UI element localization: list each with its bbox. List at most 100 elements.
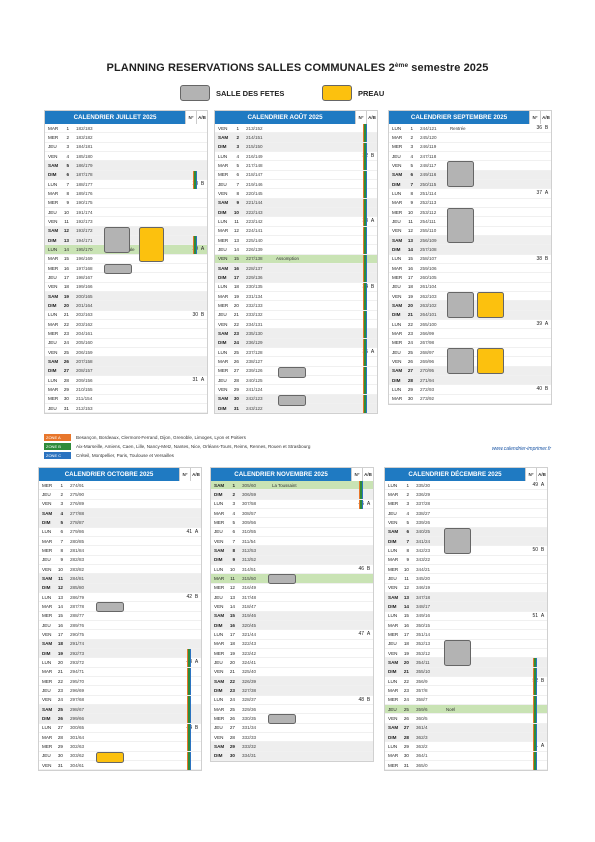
day-row[interactable]: MAR 7 280/85 [39, 537, 201, 547]
day-row[interactable]: DIM 2 306/59 [211, 490, 373, 500]
day-row[interactable]: JEU 21 233/132 [215, 310, 377, 320]
day-row[interactable]: MER 24 358/7 [385, 695, 547, 705]
day-row[interactable]: VEN 10 283/82 [39, 565, 201, 575]
preau-booking[interactable] [139, 226, 164, 262]
day-row[interactable]: LUN 6 279/86 41 A [39, 528, 201, 537]
day-row[interactable]: VEN 14 318/47 [211, 602, 373, 612]
day-row[interactable]: SAM 29 333/32 [211, 742, 373, 752]
day-row[interactable]: MAR 9 343/22 [385, 556, 547, 565]
website-link[interactable]: www.calendrier-imprimer.fr [491, 446, 551, 452]
day-row[interactable]: LUN 24 328/37 48 B [211, 696, 373, 705]
day-row[interactable]: SAM 23 235/130 [215, 329, 377, 339]
day-row[interactable]: DIM 27 208/157 [45, 366, 207, 376]
day-row[interactable]: MER 1 274/91 [39, 481, 201, 491]
day-row[interactable]: JEU 7 219/146 [215, 179, 377, 190]
day-row[interactable]: MAR 5 217/148 [215, 161, 377, 171]
day-row[interactable]: JEU 14 226/139 [215, 245, 377, 255]
day-row[interactable]: JEU 10 191/174 [45, 208, 207, 218]
day-row[interactable]: JEU 4 247/118 [389, 152, 551, 162]
day-row[interactable]: SAM 13 347/18 [385, 592, 547, 603]
day-row[interactable]: SAM 22 326/39 [211, 676, 373, 687]
salle-booking[interactable] [278, 394, 306, 406]
day-row[interactable]: MAR 16 350/15 [385, 621, 547, 631]
day-row[interactable]: SAM 16 228/137 [215, 263, 377, 274]
day-row[interactable]: JEU 3 184/181 [45, 143, 207, 152]
day-row[interactable]: DIM 14 348/17 [385, 602, 547, 612]
day-row[interactable]: MER 13 225/140 [215, 235, 377, 246]
day-row[interactable]: DIM 28 271/94 [389, 375, 551, 386]
day-row[interactable]: MAR 19 231/134 [215, 291, 377, 302]
day-row[interactable]: DIM 28 362/3 [385, 732, 547, 743]
day-row[interactable]: MER 29 302/63 [39, 742, 201, 752]
day-row[interactable]: LUN 17 321/44 47 A [211, 630, 373, 640]
day-row[interactable]: VEN 5 339/26 [385, 518, 547, 528]
day-row[interactable]: MER 6 218/147 [215, 170, 377, 180]
day-row[interactable]: VEN 17 290/75 [39, 630, 201, 640]
day-row[interactable]: MER 24 267/98 [389, 339, 551, 348]
day-row[interactable]: MAR 2 336/29 [385, 490, 547, 500]
salle-booking[interactable] [278, 366, 306, 378]
day-row[interactable]: DIM 26 299/66 [39, 714, 201, 724]
day-row[interactable]: DIM 6 187/178 [45, 170, 207, 180]
day-row[interactable]: LUN 1 244/121 Rentrée 36 B [389, 124, 551, 134]
salle-booking[interactable] [444, 527, 471, 554]
day-row[interactable]: VEN 12 346/19 [385, 584, 547, 593]
day-row[interactable]: LUN 8 342/23 50 B [385, 546, 547, 556]
salle-booking[interactable] [268, 714, 296, 725]
day-row[interactable]: MER 3 246/119 [389, 143, 551, 152]
day-row[interactable]: MER 12 316/49 [211, 584, 373, 593]
day-row[interactable]: DIM 17 229/136 [215, 273, 377, 283]
salle-booking[interactable] [447, 207, 474, 244]
day-row[interactable]: MER 17 260/105 [389, 273, 551, 283]
day-row[interactable]: MAR 15 196/169 [45, 255, 207, 264]
day-row[interactable]: DIM 14 257/108 [389, 245, 551, 255]
day-row[interactable]: MAR 30 273/92 [389, 395, 551, 404]
day-row[interactable]: MAR 28 301/64 [39, 732, 201, 743]
salle-booking[interactable] [268, 574, 296, 585]
day-row[interactable]: MAR 12 224/141 [215, 226, 377, 236]
day-row[interactable]: SAM 1 305/60 La Toussaint [211, 481, 373, 491]
salle-booking[interactable] [104, 263, 132, 275]
day-row[interactable]: LUN 29 272/93 40 B [389, 385, 551, 395]
day-row[interactable]: JEU 17 198/167 [45, 273, 207, 283]
day-row[interactable]: MAR 23 357/8 [385, 686, 547, 696]
day-row[interactable]: MER 23 204/161 [45, 329, 207, 339]
day-row[interactable]: JEU 23 296/69 [39, 686, 201, 696]
preau-booking[interactable] [477, 291, 504, 318]
day-row[interactable]: VEN 18 199/166 [45, 283, 207, 292]
day-row[interactable]: MER 17 351/14 [385, 630, 547, 640]
salle-booking[interactable] [447, 291, 474, 318]
day-row[interactable]: SAM 11 284/81 [39, 574, 201, 584]
day-row[interactable]: JEU 2 275/90 [39, 490, 201, 500]
day-row[interactable]: LUN 15 258/107 38 B [389, 255, 551, 264]
day-row[interactable]: DIM 9 313/52 [211, 555, 373, 565]
day-row[interactable]: DIM 20 201/164 [45, 301, 207, 311]
day-row[interactable]: VEN 21 325/40 [211, 668, 373, 677]
day-row[interactable]: JEU 18 261/104 [389, 283, 551, 292]
day-row[interactable]: DIM 30 334/31 [211, 751, 373, 761]
day-row[interactable]: VEN 29 241/124 [215, 385, 377, 395]
day-row[interactable]: MAR 30 364/1 [385, 751, 547, 761]
day-row[interactable]: DIM 21 355/10 [385, 667, 547, 677]
day-row[interactable]: DIM 24 236/129 [215, 338, 377, 348]
day-row[interactable]: DIM 23 327/38 [211, 686, 373, 696]
day-row[interactable]: MER 19 323/42 [211, 649, 373, 659]
day-row[interactable]: SAM 9 221/144 [215, 198, 377, 208]
salle-booking[interactable] [96, 602, 124, 613]
day-row[interactable]: SAM 5 186/179 [45, 161, 207, 171]
day-row[interactable]: LUN 13 286/79 42 B [39, 593, 201, 603]
day-row[interactable]: LUN 10 314/51 46 B [211, 565, 373, 575]
day-row[interactable]: DIM 5 278/87 [39, 518, 201, 528]
day-row[interactable]: JEU 20 324/41 [211, 658, 373, 668]
day-row[interactable]: SAM 8 312/53 [211, 546, 373, 556]
day-row[interactable]: JEU 24 205/160 [45, 339, 207, 348]
day-row[interactable]: VEN 8 220/145 [215, 189, 377, 199]
day-row[interactable]: MER 20 232/133 [215, 301, 377, 311]
day-row[interactable]: VEN 26 360/5 [385, 714, 547, 724]
